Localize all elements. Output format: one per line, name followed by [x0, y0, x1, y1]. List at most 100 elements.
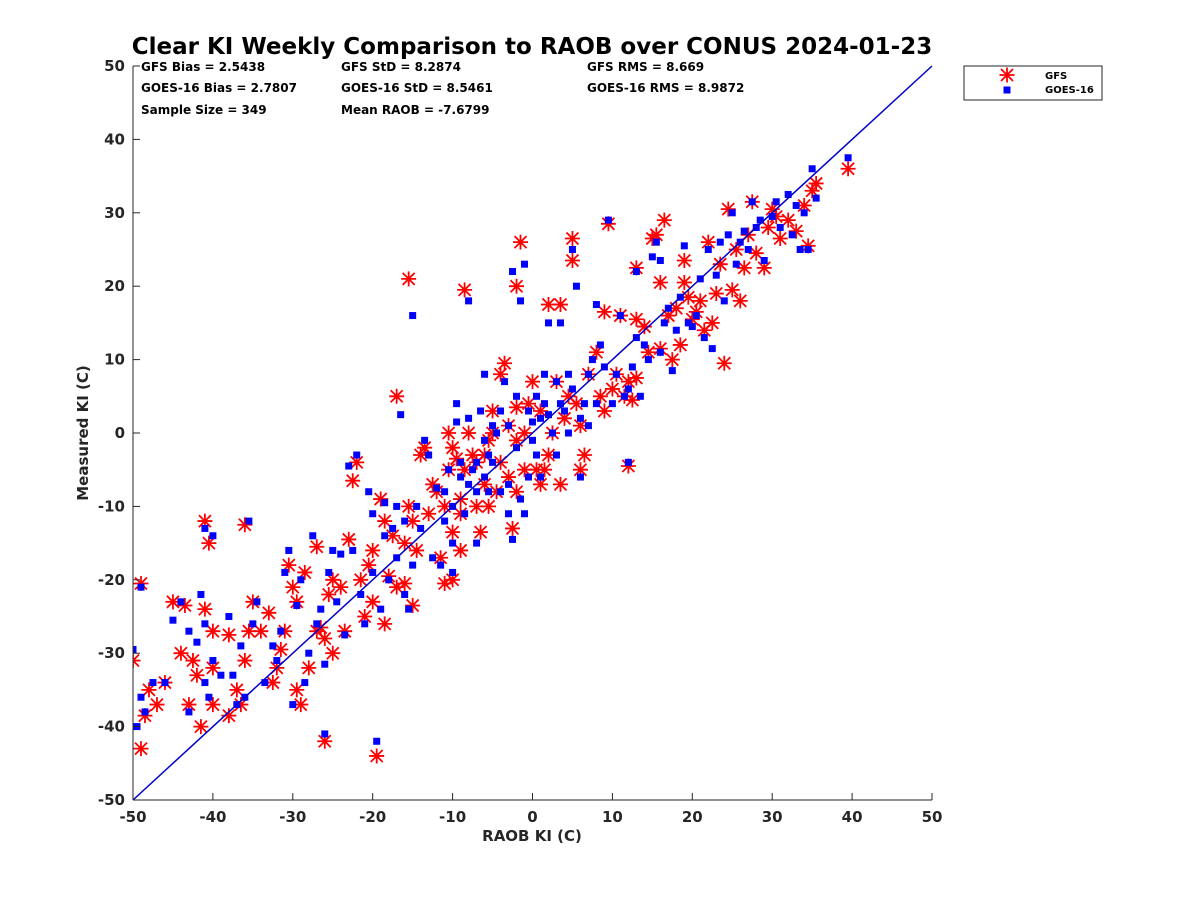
- gfs-point: [560, 388, 576, 404]
- goes16-point: [397, 411, 405, 419]
- goes16-point: [509, 535, 517, 543]
- gfs-point: [652, 275, 668, 291]
- gfs-point: [397, 575, 413, 591]
- gfs-point: [389, 388, 405, 404]
- goes16-point: [688, 323, 696, 331]
- gfs-point: [317, 733, 333, 749]
- gfs-point: [521, 396, 537, 412]
- gfs-point: [528, 462, 544, 478]
- gfs-point: [772, 230, 788, 246]
- goes16-point: [505, 480, 513, 488]
- goes16-point: [449, 568, 457, 576]
- gfs-point: [321, 586, 337, 602]
- stat-text: GFS Bias = 2.5438: [141, 60, 265, 74]
- goes16-point: [792, 201, 800, 209]
- x-tick-label: -40: [199, 808, 226, 826]
- gfs-point: [700, 234, 716, 250]
- goes16-point: [345, 462, 353, 470]
- goes16-point: [628, 363, 636, 371]
- goes16-point: [453, 418, 461, 426]
- gfs-point: [277, 623, 293, 639]
- goes16-point: [580, 400, 588, 408]
- goes16-point: [544, 411, 552, 419]
- gfs-point: [149, 697, 165, 713]
- goes16-point: [748, 198, 756, 206]
- y-axis-ticks: -50 -40 -30 -20 -10 0 10 20 30 40 50: [98, 57, 140, 809]
- gfs-point: [365, 594, 381, 610]
- goes16-point: [169, 616, 177, 624]
- gfs-point: [680, 289, 696, 305]
- y-tick-label: 0: [115, 424, 125, 442]
- goes16-point: [421, 436, 429, 444]
- goes16-point: [505, 510, 513, 518]
- gfs-point: [505, 520, 521, 536]
- gfs-point: [469, 498, 485, 514]
- gfs-point: [724, 282, 740, 298]
- goes16-point: [369, 510, 377, 518]
- gfs-point: [233, 697, 249, 713]
- gfs-point: [493, 366, 509, 382]
- goes16-point: [680, 242, 688, 250]
- goes16-point: [185, 708, 193, 716]
- goes16-point: [568, 246, 576, 253]
- goes16-point: [648, 253, 656, 261]
- goes16-point: [525, 407, 533, 415]
- goes16-point: [477, 407, 485, 415]
- gfs-point: [640, 344, 656, 360]
- goes16-point: [525, 473, 533, 481]
- gfs-point: [333, 579, 349, 595]
- gfs-point: [417, 440, 433, 456]
- gfs-point: [133, 575, 149, 591]
- gfs-point: [708, 286, 724, 302]
- gfs-point: [517, 425, 533, 441]
- gfs-point: [401, 498, 417, 514]
- goes16-point: [341, 631, 349, 639]
- gfs-point: [576, 447, 592, 463]
- goes16-point: [812, 194, 820, 202]
- gfs-point: [341, 531, 357, 547]
- gfs-point: [377, 616, 393, 632]
- goes16-point: [325, 568, 333, 576]
- gfs-point: [461, 425, 477, 441]
- gfs-point: [624, 392, 640, 408]
- gfs-point: [173, 645, 189, 661]
- x-axis-label: RAOB KI (C): [482, 827, 582, 845]
- goes16-point: [313, 620, 321, 628]
- gfs-point: [532, 476, 548, 492]
- goes16-point: [732, 260, 740, 268]
- x-tick-label: 20: [682, 808, 703, 826]
- goes16-point: [209, 657, 217, 665]
- goes16-point: [720, 297, 728, 305]
- goes16-point: [652, 238, 660, 246]
- y-tick-label: -20: [98, 571, 125, 589]
- x-tick-label: -50: [119, 808, 146, 826]
- gfs-point: [365, 542, 381, 558]
- gfs-point: [552, 297, 568, 313]
- gfs-point: [377, 513, 393, 529]
- goes16-point: [544, 319, 552, 327]
- x-tick-label: -30: [279, 808, 306, 826]
- gfs-point: [509, 484, 525, 500]
- goes16-point: [389, 524, 397, 532]
- gfs-point: [620, 374, 636, 390]
- gfs-point: [509, 278, 525, 294]
- stat-text: Mean RAOB = -7.6799: [341, 103, 489, 117]
- gfs-point: [337, 623, 353, 639]
- gfs-point: [756, 260, 772, 276]
- gfs-point: [141, 682, 157, 698]
- goes16-point: [337, 550, 345, 558]
- gfs-point: [325, 645, 341, 661]
- gfs-point: [628, 311, 644, 327]
- gfs-point: [676, 253, 692, 269]
- goes16-point: [197, 590, 205, 598]
- legend: GFS GOES-16: [963, 65, 1103, 101]
- gfs-point: [441, 425, 457, 441]
- legend-square-icon: [1003, 86, 1011, 94]
- gfs-point: [588, 344, 604, 360]
- gfs-point: [676, 275, 692, 291]
- goes16-point: [768, 212, 776, 220]
- gfs-point: [732, 293, 748, 309]
- goes16-point: [441, 488, 449, 496]
- goes16-point: [556, 400, 564, 408]
- goes16-point: [141, 708, 149, 716]
